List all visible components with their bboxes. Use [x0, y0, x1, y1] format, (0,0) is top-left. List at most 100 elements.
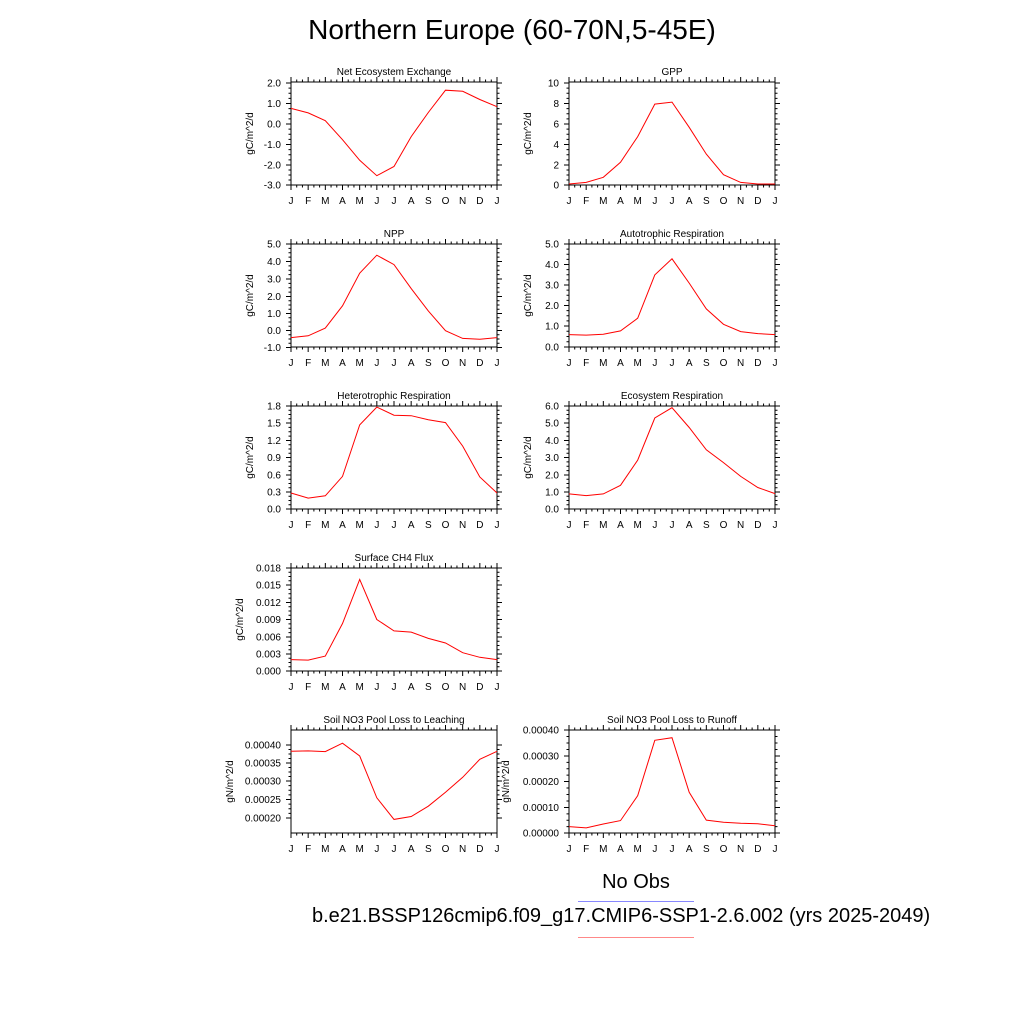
y-tick-label: 1.2 — [267, 436, 281, 447]
y-tick-label: -1.0 — [264, 140, 282, 151]
x-tick-label: M — [321, 358, 329, 369]
x-tick-label: A — [339, 682, 346, 693]
x-tick-label: N — [459, 358, 466, 369]
x-tick-label: J — [374, 358, 379, 369]
x-tick-label: S — [703, 358, 710, 369]
x-tick-label: J — [670, 196, 675, 207]
x-tick-label: A — [408, 358, 415, 369]
x-tick-label: J — [773, 520, 778, 531]
y-tick-label: 0.0 — [267, 120, 281, 131]
y-tick-label: -2.0 — [264, 161, 282, 172]
series-line — [290, 742, 498, 820]
x-tick-label: J — [652, 844, 657, 855]
x-tick-label: N — [737, 844, 744, 855]
x-tick-label: J — [392, 196, 397, 207]
x-tick-label: N — [737, 196, 744, 207]
chart-title: Soil NO3 Pool Loss to Runoff — [607, 715, 737, 726]
x-tick-label: N — [459, 844, 466, 855]
x-tick-label: A — [339, 844, 346, 855]
x-tick-label: J — [374, 682, 379, 693]
x-tick-label: O — [442, 358, 450, 369]
y-tick-label: 0.0 — [545, 343, 559, 354]
y-tick-label: 0.6 — [267, 471, 281, 482]
y-tick-label: 0.000 — [256, 667, 281, 678]
page-title: Northern Europe (60-70N,5-45E) — [308, 14, 716, 45]
chart-title: Ecosystem Respiration — [621, 391, 723, 402]
x-tick-label: N — [737, 520, 744, 531]
y-tick-label: 3.0 — [545, 281, 559, 292]
x-tick-label: M — [355, 358, 363, 369]
y-tick-label: 1.0 — [545, 322, 559, 333]
x-tick-label: F — [583, 520, 589, 531]
plot-frame — [568, 729, 776, 834]
x-tick-label: A — [686, 196, 693, 207]
chart-title: GPP — [661, 67, 682, 78]
x-tick-label: A — [686, 358, 693, 369]
y-tick-label: 0.00020 — [245, 814, 282, 825]
x-tick-label: F — [583, 196, 589, 207]
x-tick-label: J — [495, 358, 500, 369]
y-tick-label: 1.8 — [267, 402, 281, 413]
y-tick-label: 5.0 — [545, 240, 559, 251]
y-tick-label: 4.0 — [267, 257, 281, 268]
x-tick-label: A — [617, 520, 624, 531]
x-tick-label: F — [583, 358, 589, 369]
x-tick-label: M — [321, 196, 329, 207]
x-tick-label: J — [495, 844, 500, 855]
x-tick-label: J — [670, 358, 675, 369]
series-line — [290, 578, 498, 661]
y-tick-label: 1.0 — [267, 309, 281, 320]
x-tick-label: J — [392, 682, 397, 693]
x-tick-label: M — [633, 844, 641, 855]
y-tick-label: 0.003 — [256, 650, 281, 661]
y-axis-label: gC/m^2/d — [523, 436, 534, 479]
x-tick-label: D — [754, 196, 761, 207]
x-tick-label: J — [495, 682, 500, 693]
x-tick-label: J — [567, 358, 572, 369]
y-tick-label: 4.0 — [545, 436, 559, 447]
y-axis-label: gC/m^2/d — [523, 112, 534, 155]
x-tick-label: D — [754, 844, 761, 855]
y-tick-label: 0.015 — [256, 581, 281, 592]
series-line — [568, 407, 776, 497]
x-tick-label: J — [374, 196, 379, 207]
y-axis-label: gC/m^2/d — [245, 274, 256, 317]
x-tick-label: A — [339, 358, 346, 369]
x-tick-label: S — [703, 520, 710, 531]
series-line — [568, 258, 776, 336]
x-tick-label: J — [773, 196, 778, 207]
x-tick-label: J — [773, 844, 778, 855]
x-tick-label: M — [599, 196, 607, 207]
y-axis-label: gN/m^2/d — [501, 760, 512, 803]
x-tick-label: J — [392, 844, 397, 855]
x-tick-label: J — [670, 844, 675, 855]
y-tick-label: 1.0 — [545, 488, 559, 499]
x-tick-label: D — [754, 520, 761, 531]
x-tick-label: A — [617, 844, 624, 855]
x-tick-label: S — [425, 196, 432, 207]
plot-frame — [290, 81, 498, 186]
x-tick-label: A — [339, 196, 346, 207]
x-tick-label: J — [495, 520, 500, 531]
x-tick-label: M — [321, 844, 329, 855]
y-tick-label: 0.00020 — [523, 777, 560, 788]
chart-title: Heterotrophic Respiration — [337, 391, 450, 402]
x-tick-label: A — [408, 844, 415, 855]
y-tick-label: 4 — [553, 140, 559, 151]
y-tick-label: 0.00000 — [523, 829, 560, 840]
chart-title: NPP — [384, 229, 405, 240]
x-tick-label: F — [305, 520, 311, 531]
x-tick-label: J — [567, 844, 572, 855]
x-tick-label: M — [599, 520, 607, 531]
x-tick-label: J — [567, 520, 572, 531]
chart-title: Soil NO3 Pool Loss to Leaching — [323, 715, 464, 726]
y-axis-label: gC/m^2/d — [523, 274, 534, 317]
y-tick-label: 5.0 — [545, 419, 559, 430]
x-tick-label: A — [617, 358, 624, 369]
x-tick-label: J — [289, 520, 294, 531]
plot-frame — [290, 405, 498, 510]
